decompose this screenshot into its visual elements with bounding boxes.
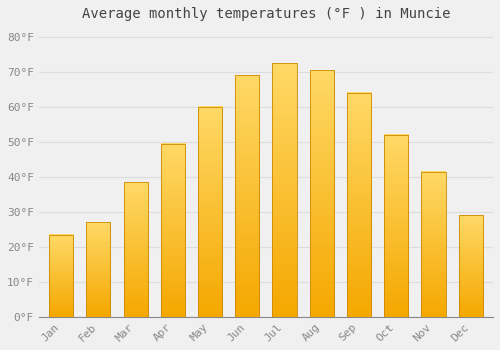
- Bar: [458, 215, 483, 317]
- Bar: [86, 222, 110, 317]
- Bar: [160, 144, 185, 317]
- Bar: [49, 234, 73, 317]
- Bar: [235, 75, 260, 317]
- Bar: [272, 63, 296, 317]
- Bar: [384, 135, 408, 317]
- Bar: [198, 107, 222, 317]
- Title: Average monthly temperatures (°F ) in Muncie: Average monthly temperatures (°F ) in Mu…: [82, 7, 450, 21]
- Bar: [310, 70, 334, 317]
- Bar: [422, 172, 446, 317]
- Bar: [124, 182, 148, 317]
- Bar: [347, 93, 371, 317]
